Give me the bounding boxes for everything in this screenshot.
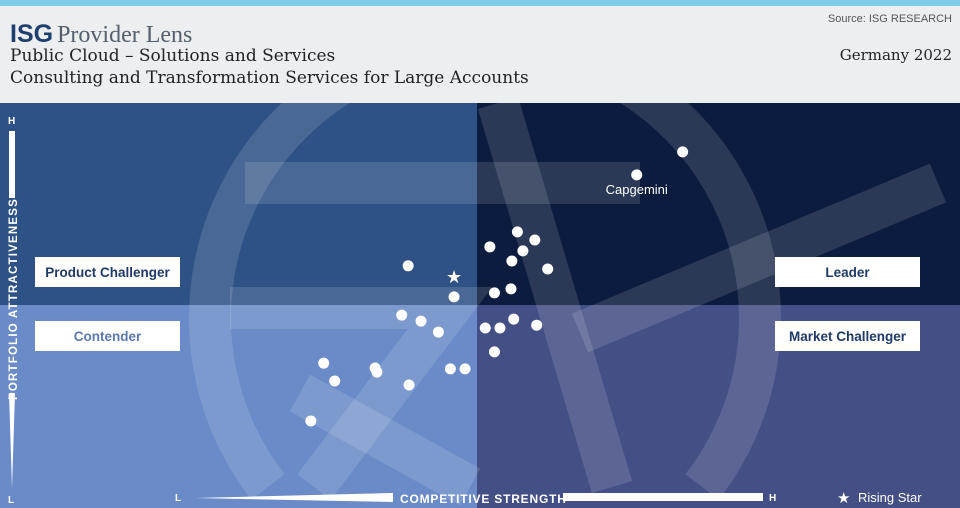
provider-point — [488, 287, 500, 299]
region-year: Germany 2022 — [839, 46, 952, 64]
top-accent-bar — [0, 0, 960, 6]
x-axis-bar — [563, 493, 763, 501]
y-axis-label: PORTFOLIO ATTRACTIVENESS — [8, 198, 20, 400]
y-axis-bar — [9, 131, 15, 198]
provider-point — [508, 313, 520, 325]
x-axis-high: H — [769, 493, 776, 504]
quadrant-chart: Capgemini ★ H L PORTFOLIO ATTRACTIVENESS … — [0, 103, 960, 508]
provider-point — [402, 260, 414, 272]
isg-logo: ISG Provider Lens — [10, 20, 193, 48]
x-axis-wedge — [195, 493, 393, 502]
provider-point — [305, 415, 317, 427]
provider-point — [318, 357, 330, 369]
provider-point — [505, 283, 517, 295]
provider-point — [432, 326, 444, 338]
x-axis-label: COMPETITIVE STRENGTH — [400, 492, 567, 506]
point-label: Capgemini — [606, 182, 668, 197]
y-axis-low: L — [8, 495, 14, 506]
chart-svg: Capgemini★ H L PORTFOLIO ATTRACTIVENESS … — [0, 103, 960, 508]
y-axis-high: H — [8, 116, 15, 127]
header: ISG Provider Lens Source: ISG RESEARCH Pu… — [0, 6, 960, 103]
y-axis-wedge — [9, 393, 15, 488]
label-contender: Contender — [35, 321, 180, 351]
provider-point — [403, 379, 415, 391]
provider-point — [542, 263, 554, 275]
label-leader: Leader — [775, 257, 920, 287]
provider-point — [396, 309, 408, 321]
provider-point — [329, 375, 341, 387]
provider-point — [511, 226, 523, 238]
provider-point — [448, 291, 460, 303]
provider-point — [631, 169, 643, 181]
provider-point — [444, 363, 456, 375]
watermark — [189, 103, 947, 506]
chart-subtitle: Consulting and Transformation Services f… — [10, 68, 529, 88]
logo-text: Provider Lens — [57, 22, 193, 48]
provider-point — [459, 363, 471, 375]
label-product-challenger: Product Challenger — [35, 257, 180, 287]
provider-point — [531, 319, 543, 331]
source-text: Source: ISG RESEARCH — [827, 13, 952, 25]
chart-title: Public Cloud – Solutions and Services — [10, 46, 336, 66]
provider-point — [415, 315, 427, 327]
provider-point — [494, 322, 506, 334]
provider-point — [506, 255, 518, 267]
rising-star-point: ★ — [446, 267, 462, 288]
provider-point — [517, 245, 529, 257]
provider-point — [484, 241, 496, 253]
label-market-challenger: Market Challenger — [775, 321, 920, 351]
provider-point — [677, 146, 689, 158]
legend-rising-star: Rising Star — [858, 490, 922, 505]
provider-point — [488, 346, 500, 358]
provider-point — [529, 234, 541, 246]
legend-star-icon: ★ — [837, 489, 850, 507]
x-axis-low: L — [175, 493, 181, 504]
provider-point — [371, 366, 383, 378]
provider-point — [479, 322, 491, 334]
